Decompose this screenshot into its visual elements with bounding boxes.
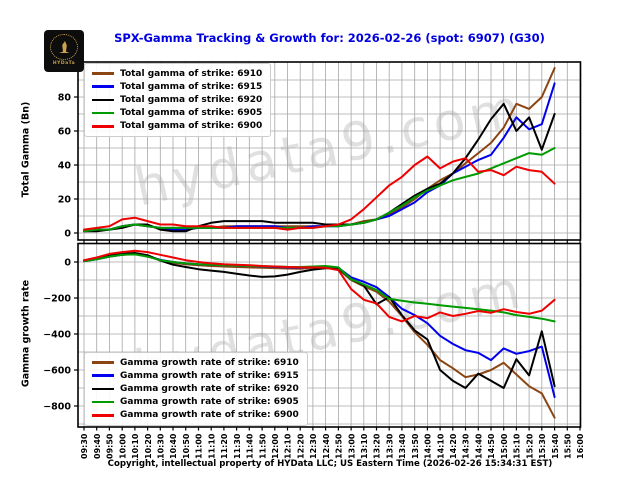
svg-text:11:00: 11:00	[195, 433, 204, 459]
svg-text:12:10: 12:10	[284, 433, 293, 459]
legend-label: Gamma growth rate of strike: 6900	[120, 410, 299, 421]
legend-label: Total gamma of strike: 6915	[120, 81, 263, 92]
svg-text:12:50: 12:50	[335, 433, 344, 459]
svg-text:14:40: 14:40	[475, 433, 484, 459]
svg-text:10:10: 10:10	[131, 433, 140, 459]
page-title: SPX-Gamma Tracking & Growth for: 2026-02…	[114, 31, 545, 45]
svg-text:13:30: 13:30	[385, 433, 394, 459]
svg-text:16:00: 16:00	[576, 433, 585, 459]
svg-text:12:20: 12:20	[296, 433, 305, 459]
svg-text:13:50: 13:50	[411, 433, 420, 459]
legend-label: Gamma growth rate of strike: 6905	[120, 397, 299, 408]
svg-text:12:30: 12:30	[309, 433, 318, 459]
legend-line-icon	[92, 72, 114, 75]
svg-text:11:20: 11:20	[220, 433, 229, 459]
svg-text:11:40: 11:40	[246, 433, 255, 459]
svg-text:40: 40	[58, 160, 72, 171]
legend-item-growth-rate-6905: Gamma growth rate of strike: 6905	[92, 396, 299, 409]
svg-text:15:20: 15:20	[525, 433, 534, 459]
legend-label: Gamma growth rate of strike: 6910	[120, 357, 299, 368]
svg-text:12:40: 12:40	[322, 433, 331, 459]
svg-text:14:20: 14:20	[449, 433, 458, 459]
legend-total-gamma: Total gamma of strike: 6910 Total gamma …	[84, 63, 272, 137]
svg-text:10:20: 10:20	[144, 433, 153, 459]
svg-text:11:10: 11:10	[207, 433, 216, 459]
legend-line-icon	[92, 374, 114, 378]
logo-tagline-dots: ·······	[57, 64, 71, 69]
svg-text:20: 20	[58, 194, 72, 205]
svg-text:80: 80	[58, 92, 72, 103]
svg-text:09:30: 09:30	[80, 433, 89, 459]
copyright-line: Copyright, intellectual property of HYDa…	[107, 459, 553, 469]
legend-item-total-gamma-6910: Total gamma of strike: 6910	[92, 67, 262, 80]
falcon-emblem-icon	[50, 33, 78, 60]
svg-text:14:30: 14:30	[462, 433, 471, 459]
svg-text:15:40: 15:40	[551, 433, 560, 459]
svg-text:10:30: 10:30	[157, 433, 166, 459]
legend-line-icon	[92, 125, 114, 128]
svg-text:0: 0	[64, 257, 71, 268]
svg-text:14:00: 14:00	[424, 433, 433, 459]
legend-item-total-gamma-6900: Total gamma of strike: 6900	[92, 120, 262, 133]
yaxis-label-total-gamma: Total Gamma (Bn)	[20, 101, 32, 198]
svg-text:10:00: 10:00	[118, 433, 127, 459]
legend-item-growth-rate-6915: Gamma growth rate of strike: 6915	[92, 369, 299, 382]
svg-text:15:30: 15:30	[538, 433, 547, 459]
legend-label: Total gamma of strike: 6920	[120, 94, 263, 105]
svg-text:09:50: 09:50	[106, 433, 115, 459]
legend-line-icon	[92, 414, 114, 417]
legend-item-growth-rate-6900: Gamma growth rate of strike: 6900	[92, 409, 299, 422]
svg-text:−800: −800	[43, 401, 71, 412]
legend-line-icon	[92, 85, 114, 89]
legend-label: Total gamma of strike: 6905	[120, 108, 263, 119]
svg-text:15:50: 15:50	[564, 433, 573, 459]
svg-text:13:10: 13:10	[360, 433, 369, 459]
svg-text:13:00: 13:00	[347, 433, 356, 459]
svg-text:15:10: 15:10	[513, 433, 522, 459]
svg-text:14:50: 14:50	[487, 433, 496, 459]
legend-line-icon	[92, 400, 114, 404]
svg-text:60: 60	[58, 126, 72, 137]
svg-text:15:00: 15:00	[500, 433, 509, 459]
legend-line-icon	[92, 361, 114, 364]
legend-line-icon	[92, 111, 114, 115]
legend-item-total-gamma-6905: Total gamma of strike: 6905	[92, 107, 262, 120]
svg-text:10:50: 10:50	[182, 433, 191, 459]
svg-text:−600: −600	[43, 365, 71, 376]
legend-item-growth-rate-6920: Gamma growth rate of strike: 6920	[92, 382, 299, 395]
svg-text:13:40: 13:40	[398, 433, 407, 459]
svg-text:14:10: 14:10	[436, 433, 445, 459]
legend-line-icon	[92, 98, 114, 102]
svg-text:09:40: 09:40	[93, 433, 102, 459]
legend-item-total-gamma-6915: Total gamma of strike: 6915	[92, 80, 262, 93]
svg-text:−200: −200	[43, 293, 71, 304]
hydata-logo: HYDaTa ·······	[44, 30, 84, 72]
legend-label: Gamma growth rate of strike: 6915	[120, 370, 299, 381]
svg-text:10:40: 10:40	[169, 433, 178, 459]
svg-text:13:20: 13:20	[373, 433, 382, 459]
legend-item-total-gamma-6920: Total gamma of strike: 6920	[92, 93, 262, 106]
svg-text:0: 0	[64, 228, 71, 239]
svg-text:12:00: 12:00	[271, 433, 280, 459]
legend-label: Total gamma of strike: 6910	[120, 68, 263, 79]
yaxis-label-growth-rate: Gamma growth rate	[20, 279, 32, 388]
legend-label: Total gamma of strike: 6900	[120, 121, 263, 132]
legend-line-icon	[92, 387, 114, 391]
svg-text:11:30: 11:30	[233, 433, 242, 459]
legend-growth-rate: Gamma growth rate of strike: 6910 Gamma …	[84, 352, 308, 426]
legend-label: Gamma growth rate of strike: 6920	[120, 383, 299, 394]
legend-item-growth-rate-6910: Gamma growth rate of strike: 6910	[92, 356, 299, 369]
svg-text:11:50: 11:50	[258, 433, 267, 459]
svg-text:−400: −400	[43, 329, 71, 340]
logo-wordmark: HYDaTa	[52, 60, 76, 66]
